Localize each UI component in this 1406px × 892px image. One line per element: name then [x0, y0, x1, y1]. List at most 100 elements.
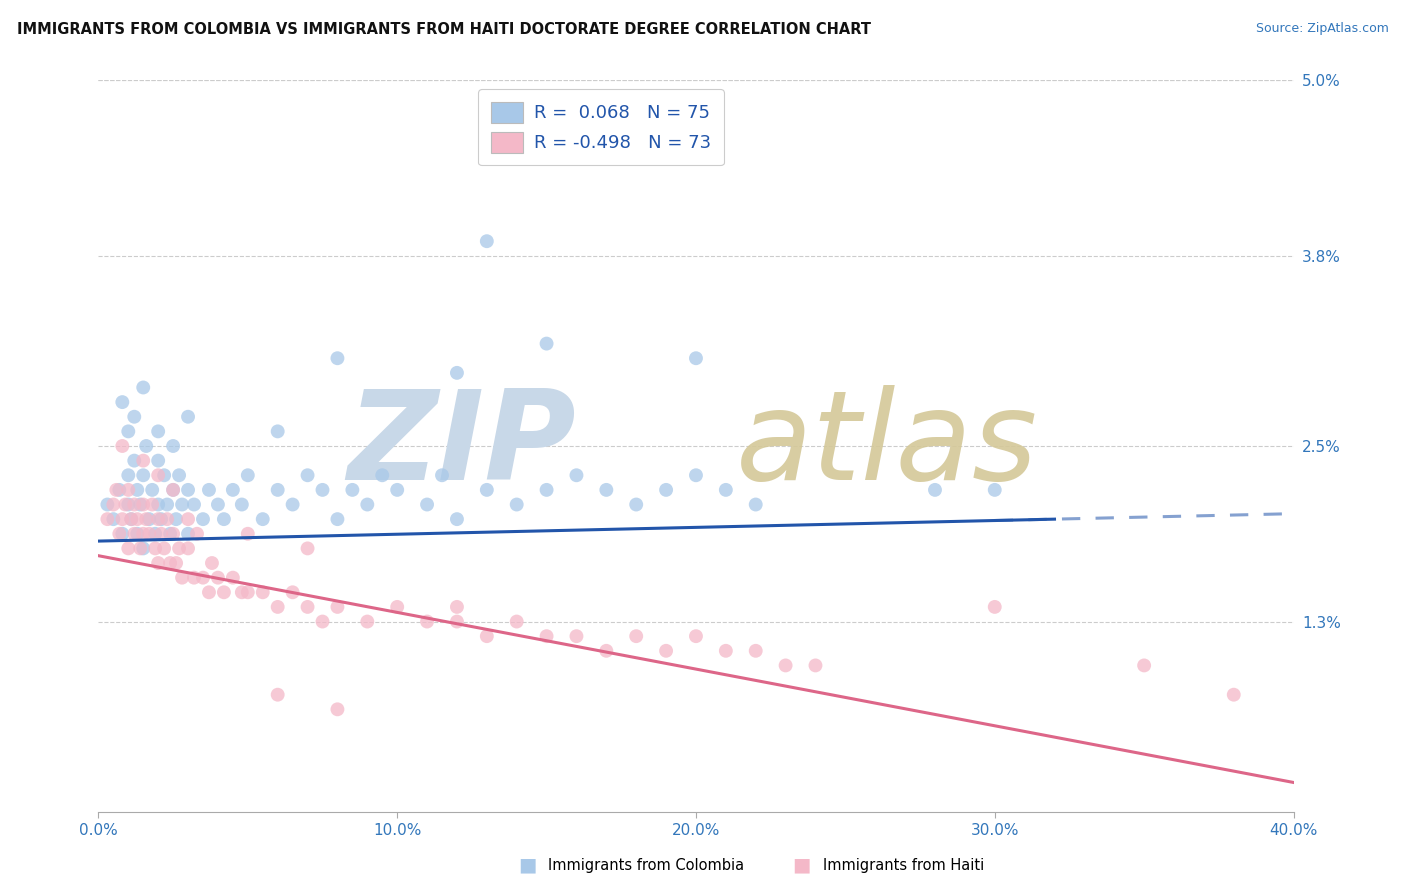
- Point: [177, 483, 200, 497]
- Point: [745, 498, 768, 512]
- Point: [595, 644, 617, 658]
- Point: [167, 541, 190, 556]
- Point: [132, 498, 155, 512]
- Point: [153, 468, 176, 483]
- Text: ■: ■: [792, 855, 811, 875]
- Point: [356, 498, 378, 512]
- Point: [148, 498, 170, 512]
- Point: [150, 512, 173, 526]
- Point: [132, 541, 155, 556]
- Text: IMMIGRANTS FROM COLOMBIA VS IMMIGRANTS FROM HAITI DOCTORATE DEGREE CORRELATION C: IMMIGRANTS FROM COLOMBIA VS IMMIGRANTS F…: [17, 22, 870, 37]
- Point: [446, 599, 468, 614]
- Point: [231, 585, 253, 599]
- Text: ■: ■: [517, 855, 537, 875]
- Point: [108, 526, 131, 541]
- Point: [191, 571, 214, 585]
- Point: [162, 483, 184, 497]
- Point: [506, 615, 529, 629]
- Point: [103, 498, 125, 512]
- Point: [141, 483, 163, 497]
- Point: [129, 498, 152, 512]
- Legend: R =  0.068   N = 75, R = -0.498   N = 73: R = 0.068 N = 75, R = -0.498 N = 73: [478, 89, 724, 165]
- Point: [177, 541, 200, 556]
- Point: [111, 512, 134, 526]
- Point: [117, 498, 139, 512]
- Point: [156, 498, 179, 512]
- Text: ZIP: ZIP: [347, 385, 576, 507]
- Point: [430, 468, 453, 483]
- Point: [148, 512, 170, 526]
- Point: [297, 541, 319, 556]
- Point: [267, 425, 290, 439]
- Point: [129, 541, 152, 556]
- Point: [111, 439, 134, 453]
- Point: [120, 512, 142, 526]
- Point: [162, 439, 184, 453]
- Point: [183, 571, 205, 585]
- Point: [1133, 658, 1156, 673]
- Point: [165, 556, 187, 570]
- Point: [201, 556, 224, 570]
- Point: [96, 498, 118, 512]
- Point: [342, 483, 364, 497]
- Point: [162, 526, 184, 541]
- Point: [172, 498, 194, 512]
- Point: [536, 483, 558, 497]
- Point: [297, 599, 319, 614]
- Point: [281, 498, 304, 512]
- Point: [114, 498, 136, 512]
- Point: [135, 439, 157, 453]
- Point: [222, 483, 245, 497]
- Point: [385, 599, 409, 614]
- Point: [236, 585, 259, 599]
- Point: [775, 658, 797, 673]
- Point: [143, 526, 166, 541]
- Point: [745, 644, 768, 658]
- Point: [172, 571, 194, 585]
- Point: [714, 644, 737, 658]
- Point: [135, 512, 157, 526]
- Point: [120, 512, 142, 526]
- Point: [159, 556, 181, 570]
- Point: [127, 526, 149, 541]
- Point: [186, 526, 208, 541]
- Point: [326, 702, 349, 716]
- Point: [111, 526, 134, 541]
- Point: [326, 599, 349, 614]
- Point: [385, 483, 409, 497]
- Point: [212, 512, 235, 526]
- Point: [685, 351, 707, 366]
- Point: [565, 629, 588, 643]
- Point: [685, 468, 707, 483]
- Point: [132, 468, 155, 483]
- Point: [236, 468, 259, 483]
- Point: [148, 556, 170, 570]
- Point: [252, 585, 274, 599]
- Point: [212, 585, 235, 599]
- Point: [326, 351, 349, 366]
- Point: [984, 483, 1007, 497]
- Point: [138, 512, 160, 526]
- Point: [111, 395, 134, 409]
- Point: [281, 585, 304, 599]
- Point: [150, 526, 173, 541]
- Point: [475, 234, 498, 248]
- Point: [416, 615, 439, 629]
- Point: [804, 658, 827, 673]
- Point: [117, 541, 139, 556]
- Point: [475, 483, 498, 497]
- Point: [207, 571, 229, 585]
- Point: [156, 512, 179, 526]
- Point: [138, 526, 160, 541]
- Point: [924, 483, 946, 497]
- Point: [105, 483, 128, 497]
- Point: [148, 453, 170, 467]
- Point: [984, 599, 1007, 614]
- Point: [626, 629, 648, 643]
- Point: [148, 425, 170, 439]
- Point: [222, 571, 245, 585]
- Point: [416, 498, 439, 512]
- Point: [177, 526, 200, 541]
- Point: [96, 512, 118, 526]
- Point: [103, 512, 125, 526]
